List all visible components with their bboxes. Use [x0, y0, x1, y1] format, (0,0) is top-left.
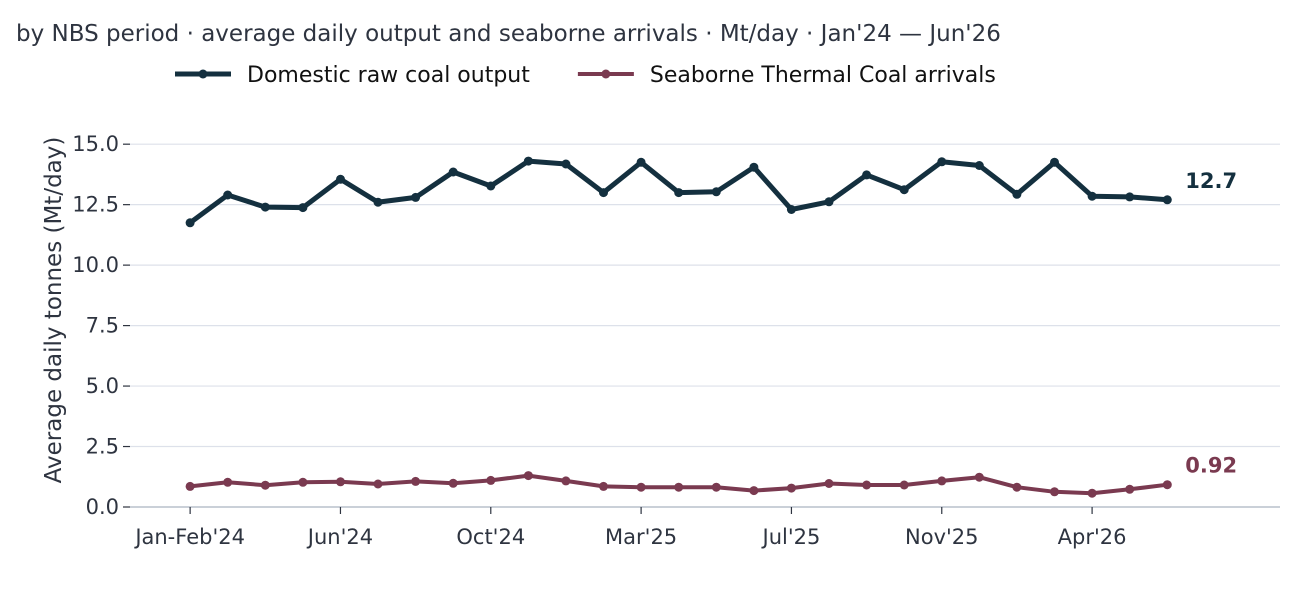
data-point — [824, 479, 834, 488]
data-point — [486, 475, 496, 485]
data-point — [523, 471, 533, 481]
data-point — [899, 185, 909, 195]
y-tick-label: 15.0 — [72, 132, 119, 156]
data-point — [711, 187, 721, 197]
data-point — [336, 174, 345, 184]
data-point — [185, 218, 195, 228]
legend-marker — [198, 69, 208, 79]
data-point — [1125, 484, 1135, 494]
data-point — [749, 486, 759, 496]
data-point — [636, 157, 646, 167]
x-tick-label: Jan-Feb'24 — [133, 525, 245, 549]
data-point — [749, 162, 759, 172]
data-point — [448, 167, 458, 177]
x-tick-label: Mar'25 — [605, 525, 677, 549]
y-axis: 0.0 2.5 5.0 7.5 10.0 12.5 15.0 — [72, 132, 130, 519]
data-point — [486, 181, 496, 191]
legend-item: Domestic raw coal output — [175, 63, 530, 88]
data-point — [260, 480, 270, 490]
series-group: 12.7 0.92 — [185, 156, 1237, 498]
data-point — [1087, 191, 1097, 201]
data-point — [599, 481, 608, 491]
series-2: 0.92 — [185, 454, 1237, 498]
y-tick-label: 10.0 — [72, 253, 119, 277]
data-point — [636, 482, 646, 492]
data-point — [298, 203, 308, 213]
data-point — [411, 476, 421, 486]
data-point — [561, 476, 571, 486]
data-point — [862, 170, 872, 180]
data-point — [674, 188, 684, 198]
y-tick-label: 12.5 — [72, 193, 119, 217]
data-point — [786, 205, 796, 214]
series-1: 12.7 — [185, 156, 1237, 228]
data-point — [1162, 480, 1172, 490]
legend-marker — [601, 69, 611, 79]
data-point — [1162, 195, 1172, 205]
legend-label: Seaborne Thermal Coal arrivals — [650, 63, 996, 88]
y-axis-label: Average daily tonnes (Mt/day) — [41, 137, 67, 484]
data-point — [899, 480, 909, 490]
data-point — [1125, 192, 1135, 202]
data-point — [974, 472, 984, 482]
data-point — [937, 476, 947, 486]
data-point — [223, 477, 233, 487]
grid — [130, 143, 1280, 448]
data-point — [862, 480, 872, 490]
data-point — [1012, 482, 1022, 492]
data-point — [373, 197, 383, 207]
y-tick-label: 7.5 — [86, 314, 119, 338]
data-point — [786, 483, 796, 493]
x-tick-label: Jul'25 — [761, 525, 821, 549]
data-point — [937, 157, 947, 167]
data-point — [260, 202, 270, 212]
x-axis: Jan-Feb'24 Jun'24 Oct'24 Mar'25 Jul'25 Nov'25… — [130, 506, 1280, 549]
x-tick-label: Apr'26 — [1058, 525, 1127, 549]
y-tick-label: 0.0 — [86, 495, 119, 519]
data-point — [711, 482, 721, 492]
data-point — [1012, 189, 1022, 199]
data-point — [373, 479, 383, 489]
y-tick-label: 5.0 — [86, 374, 119, 398]
data-point — [298, 477, 308, 487]
legend-label: Domestic raw coal output — [247, 63, 530, 88]
x-tick-label: Nov'25 — [905, 525, 978, 549]
data-point — [411, 192, 421, 202]
legend-item: Seaborne Thermal Coal arrivals — [577, 63, 996, 88]
y-tick-label: 2.5 — [86, 435, 119, 459]
data-point — [448, 478, 458, 488]
legend: Domestic raw coal output Seaborne Thermal… — [175, 63, 996, 88]
data-point — [336, 477, 345, 487]
end-value-label: 0.92 — [1185, 454, 1237, 478]
data-point — [1050, 487, 1059, 497]
data-point — [1050, 157, 1059, 167]
data-point — [223, 190, 233, 200]
data-point — [185, 481, 195, 491]
x-tick-label: Oct'24 — [456, 525, 525, 549]
data-point — [599, 188, 608, 198]
data-point — [974, 161, 984, 170]
data-point — [674, 482, 684, 492]
chart-subtitle: by NBS period · average daily output and… — [16, 21, 1001, 47]
data-point — [1087, 488, 1097, 498]
x-tick-label: Jun'24 — [306, 525, 373, 549]
data-point — [523, 156, 533, 166]
data-point — [824, 197, 834, 207]
data-point — [561, 159, 571, 169]
end-value-label: 12.7 — [1185, 169, 1237, 193]
